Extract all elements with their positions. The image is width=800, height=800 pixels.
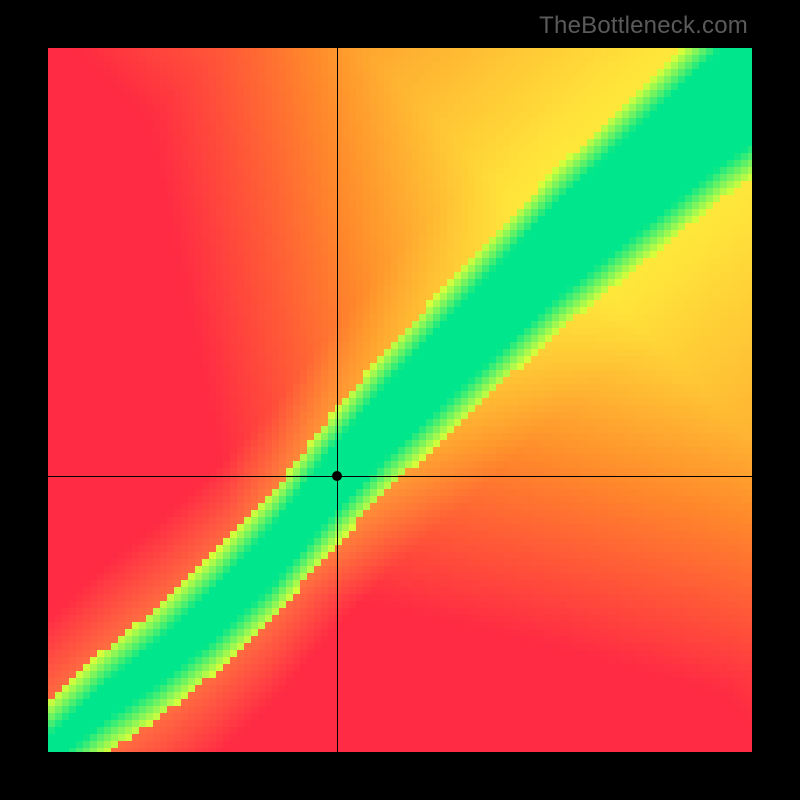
- crosshair-vertical: [337, 48, 338, 752]
- heatmap-gradient: [48, 48, 752, 752]
- crosshair-horizontal: [48, 476, 752, 477]
- plot-area: [48, 48, 752, 752]
- bottleneck-heatmap-chart: TheBottleneck.com: [0, 0, 800, 800]
- selection-marker: [332, 471, 342, 481]
- watermark-text: TheBottleneck.com: [539, 12, 748, 40]
